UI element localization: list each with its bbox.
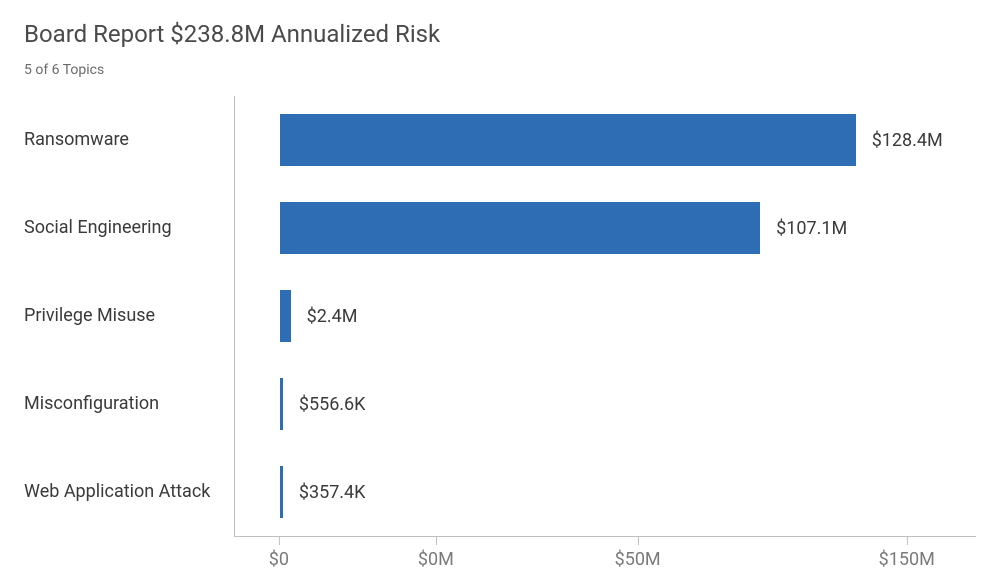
- bar-row: $357.4K: [235, 448, 976, 536]
- value-label: $107.1M: [776, 218, 847, 239]
- x-tick-label: $150M: [879, 537, 935, 570]
- y-axis-labels: RansomwareSocial EngineeringPrivilege Mi…: [24, 96, 234, 537]
- category-label: Misconfiguration: [24, 360, 234, 448]
- x-axis-ticks: $0 $0M $50M $150M: [234, 537, 974, 577]
- category-label: Privilege Misuse: [24, 272, 234, 360]
- value-label: $128.4M: [872, 130, 943, 151]
- plot-area: RansomwareSocial EngineeringPrivilege Mi…: [24, 96, 976, 537]
- value-label: $556.6K: [299, 394, 366, 415]
- x-tick-label: $50M: [615, 537, 661, 570]
- chart-title: Board Report $238.8M Annualized Risk: [24, 20, 976, 48]
- x-tick-label: $0: [269, 537, 289, 570]
- value-label: $2.4M: [307, 306, 358, 327]
- x-tick-label: $0M: [418, 537, 454, 570]
- bar: [280, 202, 760, 254]
- bar-row: $2.4M: [235, 272, 976, 360]
- risk-chart: Board Report $238.8M Annualized Risk 5 o…: [0, 0, 1000, 577]
- category-label: Ransomware: [24, 96, 234, 184]
- bars-area: $128.4M $107.1M $2.4M $556.6K $357.4K: [234, 96, 976, 537]
- category-label: Social Engineering: [24, 184, 234, 272]
- category-label: Web Application Attack: [24, 448, 234, 536]
- chart-subtitle: 5 of 6 Topics: [24, 62, 976, 78]
- bar: [280, 378, 283, 430]
- bar-row: $107.1M: [235, 184, 976, 272]
- bar-row: $128.4M: [235, 96, 976, 184]
- bar: [280, 290, 291, 342]
- bar: [280, 114, 856, 166]
- bar: [280, 466, 283, 518]
- value-label: $357.4K: [299, 482, 366, 503]
- bar-row: $556.6K: [235, 360, 976, 448]
